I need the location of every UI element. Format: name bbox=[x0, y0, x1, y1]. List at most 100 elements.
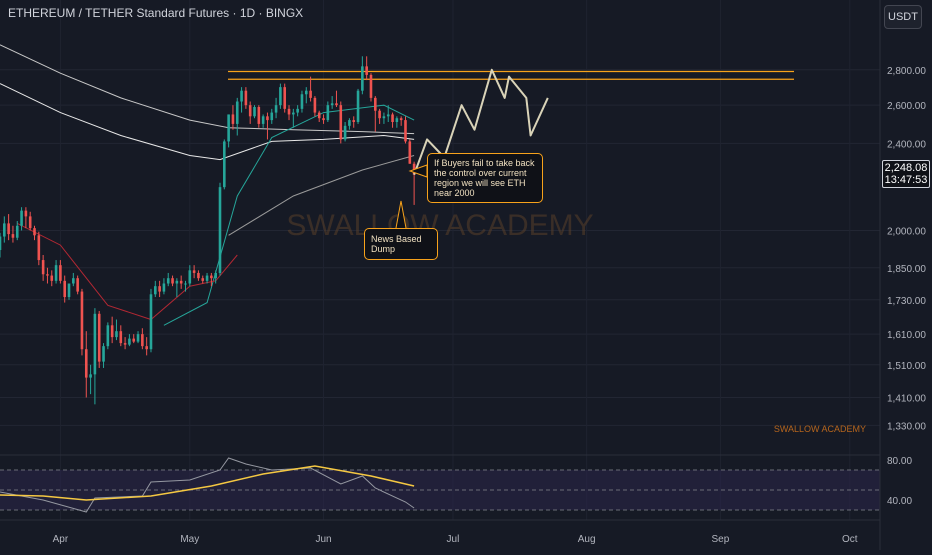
candle-body bbox=[244, 90, 248, 106]
time-tick-label: Sep bbox=[711, 534, 729, 545]
candle-body bbox=[356, 90, 360, 122]
candle-body bbox=[373, 97, 377, 111]
time-tick-label: May bbox=[180, 534, 199, 545]
candle-body bbox=[24, 210, 28, 217]
candle-body bbox=[37, 235, 41, 261]
candle-body bbox=[352, 120, 356, 122]
price-tick-label: 1,610.00 bbox=[887, 330, 926, 341]
candle-body bbox=[231, 114, 235, 124]
candle-body bbox=[15, 225, 19, 238]
candle-body bbox=[339, 105, 343, 140]
candle-body bbox=[343, 125, 347, 140]
candle-body bbox=[223, 141, 226, 188]
candle-body bbox=[20, 210, 23, 226]
last-price-tag: 2,248.08 13:47:53 bbox=[882, 160, 930, 188]
candle-body bbox=[257, 107, 261, 124]
candle-body bbox=[197, 272, 200, 279]
last-price-value: 2,248.08 bbox=[884, 162, 928, 174]
callout-pointer bbox=[395, 200, 407, 229]
candle-body bbox=[399, 118, 403, 121]
candle-body bbox=[149, 294, 153, 350]
moving-average-line bbox=[163, 104, 415, 326]
watermark-text: SWALLOW ACADEMY bbox=[286, 209, 593, 242]
candle-body bbox=[115, 331, 118, 338]
candle-body bbox=[63, 280, 67, 298]
price-tick-label: 2,800.00 bbox=[887, 66, 926, 77]
time-tick-label: Jul bbox=[447, 534, 460, 545]
candle-body bbox=[84, 349, 88, 378]
candle-body bbox=[50, 275, 54, 281]
time-tick-label: Jun bbox=[315, 534, 331, 545]
price-tick-label: 1,850.00 bbox=[887, 264, 926, 275]
candle-body bbox=[274, 105, 278, 113]
candle-body bbox=[283, 87, 287, 109]
candle-body bbox=[378, 110, 381, 119]
moving-average-line bbox=[228, 155, 415, 236]
chart-title: ETHEREUM / TETHER Standard Futures · 1D … bbox=[8, 6, 304, 20]
candle-body bbox=[330, 103, 334, 106]
candle-body bbox=[210, 275, 213, 279]
candle-body bbox=[404, 120, 407, 142]
signature-text: SWALLOW ACADEMY bbox=[774, 424, 866, 434]
candle-body bbox=[326, 105, 330, 121]
candle-body bbox=[386, 114, 390, 117]
candle-body bbox=[235, 101, 239, 124]
price-tick-label: 2,000.00 bbox=[887, 227, 926, 238]
candle-body bbox=[141, 334, 144, 347]
candle-body bbox=[240, 90, 243, 102]
callout-buyers[interactable]: If Buyers fail to take back the control … bbox=[427, 153, 543, 203]
currency-button[interactable]: USDT bbox=[884, 5, 922, 29]
candle-body bbox=[369, 74, 373, 98]
candle-body bbox=[408, 141, 412, 164]
candle-body bbox=[162, 283, 166, 292]
moving-average-line bbox=[0, 44, 415, 135]
candle-body bbox=[106, 325, 110, 347]
candle-body bbox=[59, 265, 62, 281]
candle-body bbox=[46, 274, 49, 276]
candle-body bbox=[102, 346, 105, 362]
candle-body bbox=[33, 228, 36, 236]
candle-body bbox=[361, 66, 364, 91]
candle-body bbox=[201, 278, 205, 281]
callout-news-dump[interactable]: News Based Dump bbox=[364, 228, 438, 260]
moving-average-line bbox=[0, 83, 415, 161]
candle-body bbox=[322, 118, 325, 121]
candle-body bbox=[67, 283, 71, 298]
candle-body bbox=[136, 334, 140, 342]
oscillator-tick-label: 40.00 bbox=[887, 496, 912, 507]
time-tick-label: Aug bbox=[578, 534, 596, 545]
candle-body bbox=[227, 114, 230, 142]
bar-countdown: 13:47:53 bbox=[884, 174, 928, 186]
candle-body bbox=[365, 66, 368, 75]
candle-body bbox=[188, 270, 192, 284]
price-tick-label: 2,400.00 bbox=[887, 139, 926, 150]
price-tick-label: 1,330.00 bbox=[887, 421, 926, 432]
candle-body bbox=[7, 223, 10, 235]
candle-body bbox=[309, 90, 312, 98]
oscillator-line bbox=[0, 465, 415, 501]
candle-body bbox=[28, 216, 32, 229]
candle-body bbox=[80, 291, 84, 350]
candle-body bbox=[0, 236, 2, 251]
candle-body bbox=[382, 116, 386, 119]
candle-body bbox=[270, 112, 274, 121]
candle-body bbox=[248, 105, 252, 117]
candle-body bbox=[128, 338, 131, 345]
candle-body bbox=[89, 374, 92, 378]
candle-body bbox=[153, 286, 157, 295]
candle-body bbox=[54, 265, 58, 281]
candle-body bbox=[171, 278, 174, 284]
projection-path bbox=[413, 68, 549, 176]
time-tick-label: Oct bbox=[842, 534, 858, 545]
price-tick-label: 1,510.00 bbox=[887, 361, 926, 372]
candle-body bbox=[395, 118, 399, 122]
candle-body bbox=[261, 116, 265, 124]
candle-body bbox=[123, 343, 127, 345]
time-tick-label: Apr bbox=[53, 534, 69, 545]
candle-body bbox=[253, 107, 256, 117]
price-tick-label: 1,730.00 bbox=[887, 296, 926, 307]
candle-body bbox=[279, 87, 282, 106]
candle-body bbox=[317, 112, 321, 119]
